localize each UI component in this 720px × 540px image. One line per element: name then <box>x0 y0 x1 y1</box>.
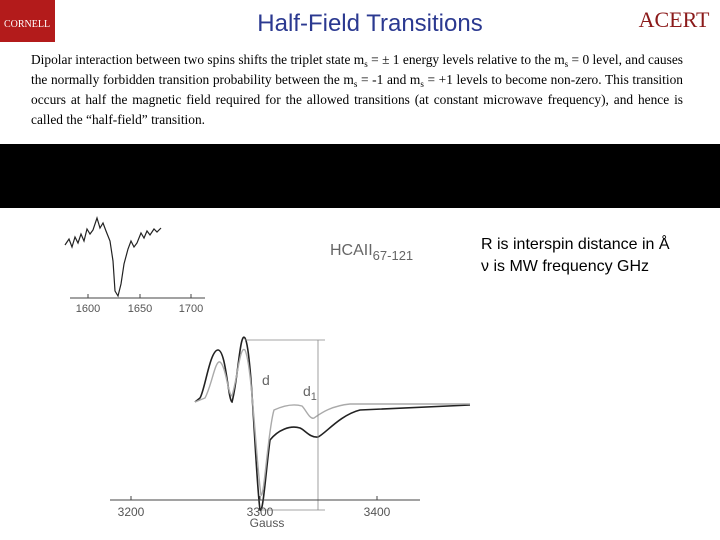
x-label: Gauss <box>250 516 285 530</box>
tick-label: 3400 <box>364 505 391 519</box>
cornell-logo <box>0 0 55 42</box>
subscript: s <box>364 59 368 69</box>
spectrum-dark <box>194 336 471 511</box>
subscript: s <box>353 79 358 89</box>
figure-label: HCAII67-121 <box>330 242 413 263</box>
text-run: = ± 1 energy levels relative to the m <box>367 52 565 67</box>
tick-label: 3300 <box>247 505 274 519</box>
note: ν is MW frequency GHz <box>481 258 649 275</box>
text-run: = 0 level, and causes the normally forbi… <box>31 52 683 87</box>
spectrum-light <box>194 348 470 496</box>
acert-logo: ACERT <box>639 7 710 32</box>
inset-spectrum <box>64 216 162 298</box>
text-run: Dipolar interaction between two spins sh… <box>31 52 365 67</box>
annotation-d1-sub: 1 <box>311 391 317 403</box>
tick-label: 1650 <box>128 303 152 315</box>
figure-label-sub: 67-121 <box>373 248 413 263</box>
annotation-d1: d1 <box>303 383 317 403</box>
annotation-d1-main: d <box>303 383 311 399</box>
figure-label-main: HCAII <box>330 242 373 259</box>
note: R is interspin distance in Å <box>481 234 670 253</box>
text-run: = +1 levels to become non-zero. This tra… <box>31 72 683 127</box>
cornell-logo-text: CORNELL <box>4 19 50 30</box>
black-band <box>0 144 720 208</box>
paragraph: Dipolar interaction between two spins sh… <box>31 50 683 130</box>
tick-label: 1700 <box>179 303 203 315</box>
subscript: s <box>420 79 424 89</box>
subscript: s <box>564 59 569 69</box>
tick-label: 3200 <box>118 505 145 519</box>
tick-label: 1600 <box>76 303 100 315</box>
annotation-d: d <box>262 372 270 388</box>
title: Half-Field Transitions <box>257 10 482 37</box>
text-run: = -1 and m <box>357 72 421 87</box>
